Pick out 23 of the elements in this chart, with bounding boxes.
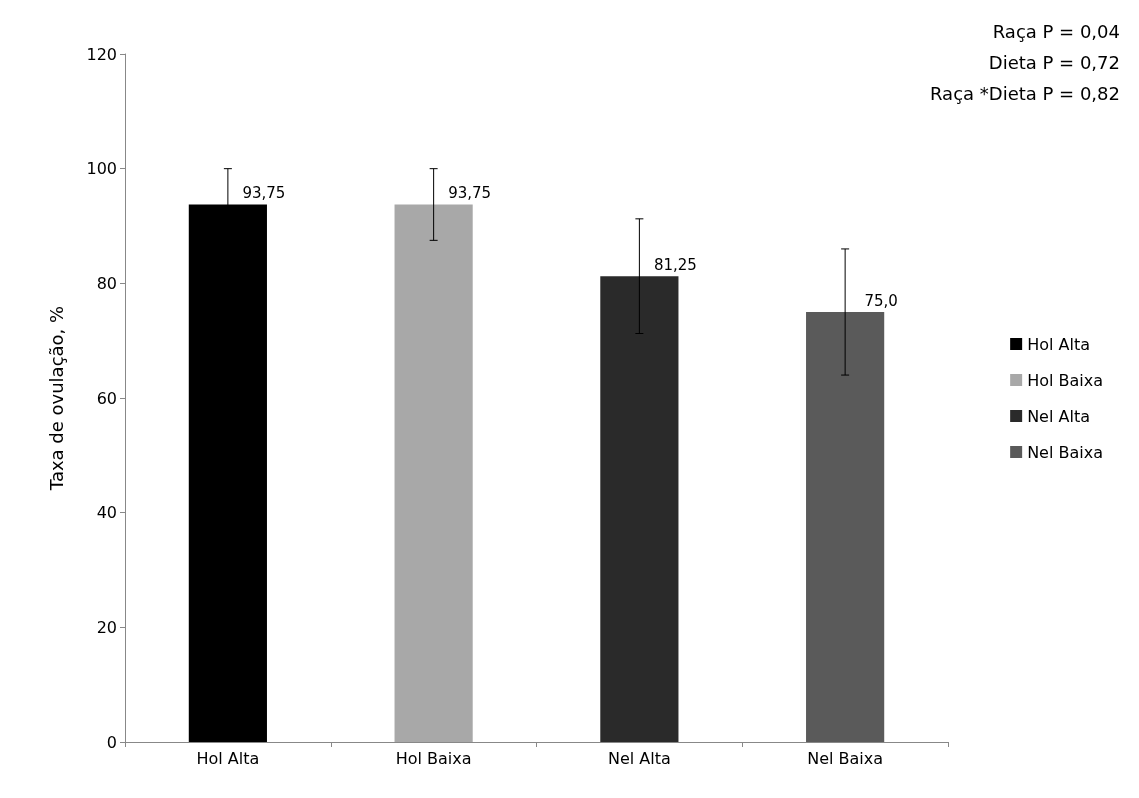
y-tick-label: 120: [86, 44, 117, 64]
data-label: 75,0: [864, 291, 898, 310]
text: Raça P = 0,04: [992, 20, 1120, 42]
y-tick-label: 20: [96, 617, 117, 637]
legend-label: Nel Alta: [1027, 406, 1090, 426]
y-tick-label: 0: [106, 732, 117, 752]
data-label: 81,25: [653, 255, 697, 274]
data-label: 93,75: [242, 184, 286, 202]
y-tick-label: 100: [86, 159, 117, 179]
y-axis-title: Taxa de ovulação, %: [45, 305, 67, 492]
x-tick-label: Nel Baixa: [807, 748, 884, 768]
y-tick-label: 60: [96, 388, 117, 408]
text: Dieta P = 0,72: [988, 51, 1120, 73]
legend-label: Hol Alta: [1027, 334, 1090, 354]
y-tick-label: 40: [96, 503, 117, 523]
legend-label: Nel Baixa: [1027, 442, 1103, 462]
legend-label: Hol Baixa: [1027, 370, 1104, 390]
y-tick-label: 80: [96, 273, 117, 293]
annotation: Raça *Dieta P = 0,82: [930, 82, 1121, 104]
data-label: 93,75: [448, 184, 492, 202]
x-tick-label: Nel Alta: [607, 748, 671, 768]
x-tick-label: Hol Baixa: [395, 748, 472, 768]
x-tick-label: Hol Alta: [196, 748, 260, 768]
